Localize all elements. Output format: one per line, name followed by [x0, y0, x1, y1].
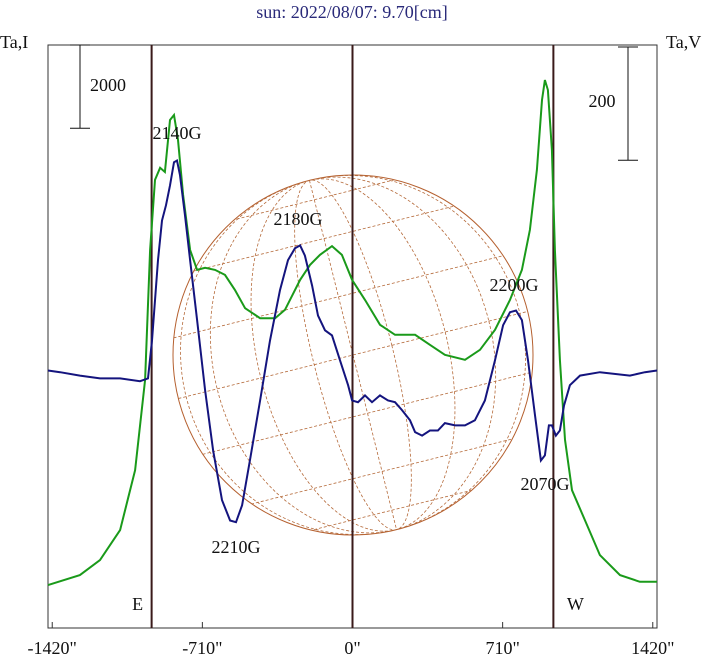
y2-axis-label: Ta,V — [666, 32, 701, 52]
x-tick-label: 0" — [344, 638, 360, 658]
series-line — [47, 79, 657, 587]
annotation: 2180G — [274, 209, 323, 229]
annotation: 2070G — [521, 474, 570, 494]
x-tick-label: -710" — [182, 638, 222, 658]
solar-disc — [139, 155, 567, 555]
annotation: 2140G — [153, 123, 202, 143]
x-tick-label: -1420" — [28, 638, 77, 658]
x-tick-label: 1420" — [631, 638, 674, 658]
y-axis-label: Ta,I — [0, 32, 28, 52]
x-tick-label: 710" — [485, 638, 519, 658]
limb-label: E — [132, 594, 143, 614]
annotation: 2210G — [212, 537, 261, 557]
limb-label: W — [567, 594, 584, 614]
annotation: 2200G — [490, 275, 539, 295]
scale-bar-label: 200 — [589, 91, 616, 111]
series-line — [47, 158, 658, 524]
chart-title: sun: 2022/08/07: 9.70[cm] — [256, 2, 448, 22]
scale-bar-label: 2000 — [90, 75, 126, 95]
